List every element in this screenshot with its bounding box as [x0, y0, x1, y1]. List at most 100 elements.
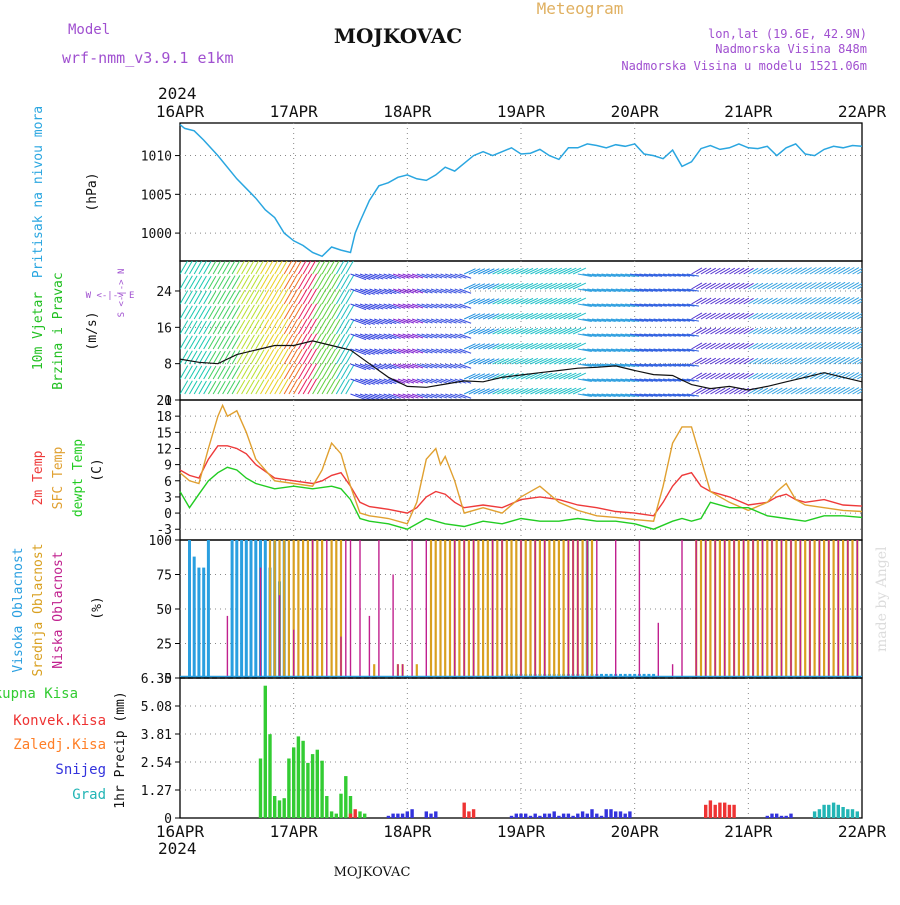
- wind-barb: [297, 303, 308, 320]
- wind-barb: [516, 297, 529, 305]
- wind-barb: [686, 273, 700, 277]
- wind-barb: [411, 348, 424, 354]
- snow-bar: [547, 813, 552, 818]
- low-cloud-bar: [567, 540, 570, 678]
- total-precip-bar: [258, 758, 263, 818]
- freezing-precip-legend: Zaledj.Kisa: [13, 737, 106, 753]
- wind-barb: [255, 319, 265, 335]
- wind-barb: [838, 296, 850, 305]
- wind-barb: [388, 393, 401, 399]
- mid-cloud-bar: [283, 540, 286, 678]
- wind-barb: [335, 378, 346, 395]
- wind-barb: [767, 312, 778, 320]
- wind-barb: [705, 372, 717, 380]
- mid-cloud-bar: [330, 540, 333, 678]
- wind-barb: [539, 267, 553, 275]
- wind-barb: [345, 289, 355, 305]
- wind-barb: [857, 330, 862, 335]
- wind-barb: [587, 273, 602, 277]
- wind-barb: [459, 348, 472, 354]
- wind-barb: [572, 387, 587, 395]
- wind-barb: [454, 303, 467, 309]
- wind-barb: [440, 378, 452, 384]
- wind-barb: [729, 357, 740, 365]
- wind-barb: [549, 357, 563, 365]
- wind-barb: [572, 267, 587, 275]
- wind-barb: [331, 303, 341, 320]
- wind-barb: [677, 363, 691, 367]
- wind-barb: [738, 297, 750, 305]
- wind-barb: [340, 349, 350, 365]
- wind-barb: [468, 283, 481, 290]
- wind-barb: [620, 288, 635, 292]
- wind-barb: [482, 388, 495, 395]
- wind-barb: [445, 303, 457, 309]
- wind-barb: [629, 318, 644, 322]
- wind-barb: [823, 326, 837, 335]
- snow-bar: [576, 813, 580, 818]
- wind-barb: [198, 380, 207, 395]
- wind-barb: [388, 273, 401, 279]
- wind-title-line1: 10m Vjetar: [31, 292, 46, 370]
- wind-barb: [804, 312, 817, 320]
- wind-barb: [369, 288, 384, 295]
- wind-barb: [577, 273, 592, 277]
- wind-barb: [511, 327, 524, 335]
- wind-barb: [776, 297, 788, 305]
- mid-cloud-bar: [486, 540, 489, 678]
- wind-barb: [534, 327, 548, 335]
- wind-barb: [340, 289, 350, 305]
- wind-barb: [345, 379, 355, 395]
- pressure-ylabel: (hPa): [85, 172, 100, 211]
- wind-barb: [184, 350, 193, 365]
- snow-bar: [543, 813, 547, 818]
- wind-barb: [222, 261, 231, 275]
- wind-barb: [288, 261, 298, 275]
- wind-barb: [468, 358, 481, 365]
- wind-barb: [463, 328, 476, 335]
- wind-barb: [729, 282, 740, 290]
- wind-barb: [767, 357, 778, 365]
- wind-barb: [407, 363, 419, 369]
- wind-barb: [572, 372, 587, 380]
- wind-barb: [596, 393, 611, 397]
- wind-barb: [672, 273, 686, 277]
- wind-barb: [326, 348, 336, 365]
- wind-barb: [686, 288, 700, 292]
- wind-barb: [274, 378, 284, 395]
- wind-barb: [757, 327, 769, 335]
- wind-barb: [653, 303, 667, 307]
- wind-barb: [407, 303, 419, 309]
- mid-cloud-bar: [529, 540, 532, 678]
- wind-barb: [662, 273, 677, 277]
- wind-barb: [369, 318, 384, 325]
- wind-barb: [364, 333, 380, 340]
- wind-barb: [667, 303, 681, 307]
- wind-barb: [653, 348, 667, 352]
- low-cloud-bar: [847, 540, 849, 678]
- wind-barb: [207, 305, 217, 320]
- wind-barb: [326, 318, 336, 335]
- elevation-text: Nadmorska Visina 848m: [715, 42, 867, 56]
- wind-barb: [610, 393, 626, 398]
- wind-barb: [374, 288, 388, 295]
- wind-barb: [823, 296, 837, 305]
- wind-barb: [615, 378, 631, 383]
- wind-barb: [307, 303, 318, 320]
- wind-barb: [279, 273, 289, 290]
- wind-barb: [549, 387, 563, 395]
- wind-barb: [241, 334, 251, 350]
- wind-barb: [710, 342, 721, 350]
- wind-barb: [445, 273, 457, 279]
- wind-barb: [255, 274, 265, 290]
- wind-barb: [207, 275, 217, 290]
- wind-barb: [516, 357, 529, 365]
- wind-barb: [260, 319, 270, 335]
- wind-barb: [582, 378, 597, 382]
- wind-barb: [695, 327, 707, 335]
- wind-barb: [795, 342, 807, 350]
- x-tick-label-bottom: 19APR: [497, 822, 546, 841]
- wind-barb: [852, 342, 862, 350]
- wind-barb: [297, 318, 308, 335]
- mid-cloud-bar: [297, 540, 300, 678]
